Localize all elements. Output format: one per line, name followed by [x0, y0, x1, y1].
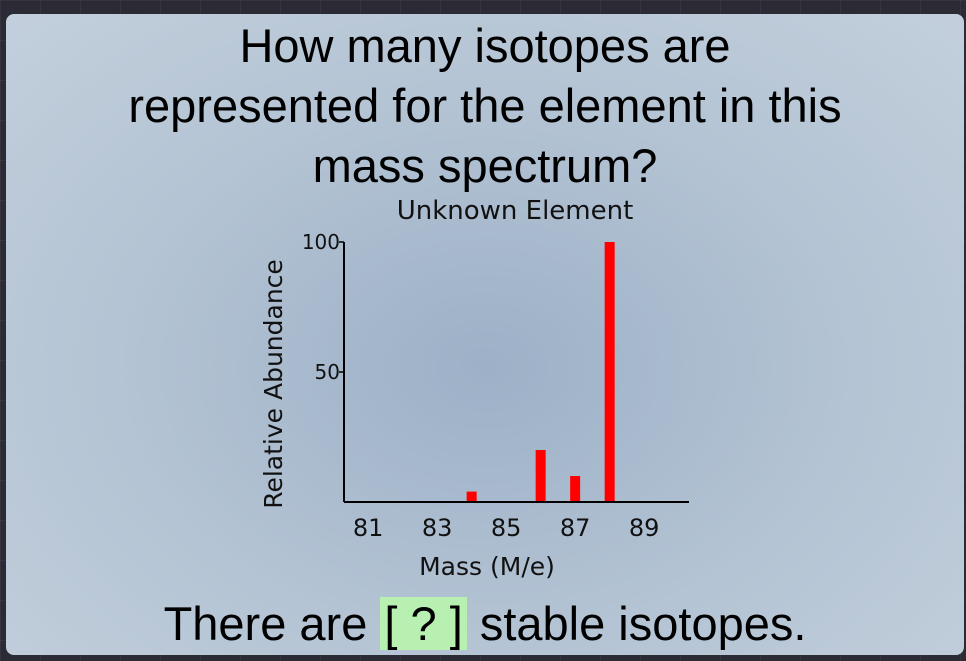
mass-spectrum-chart: Unknown Element Relative Abundance Mass … — [6, 14, 964, 655]
y-axis-label: Relative Abundance — [259, 259, 288, 509]
chart-title: Unknown Element — [397, 196, 634, 226]
answer-sentence: There are [ ? ] stable isotopes. — [6, 596, 964, 652]
bar-86 — [536, 450, 546, 502]
bar-88 — [605, 242, 615, 502]
x-axis-label: Mass (M/e) — [419, 552, 555, 581]
answer-prefix: There are — [164, 597, 381, 650]
y-tick-label: 100 — [302, 230, 340, 254]
answer-suffix: stable isotopes. — [467, 597, 807, 650]
slide-card: How many isotopes are represented for th… — [6, 14, 964, 655]
x-tick-label: 81 — [353, 514, 384, 542]
bar-87 — [570, 476, 580, 502]
x-tick-label: 87 — [560, 514, 591, 542]
y-tick-label: 50 — [315, 360, 340, 384]
answer-blank[interactable]: [ ? ] — [380, 597, 466, 650]
x-tick-label: 85 — [491, 514, 522, 542]
bar-84 — [467, 492, 477, 502]
x-tick-label: 89 — [629, 514, 660, 542]
x-tick-label: 83 — [422, 514, 453, 542]
